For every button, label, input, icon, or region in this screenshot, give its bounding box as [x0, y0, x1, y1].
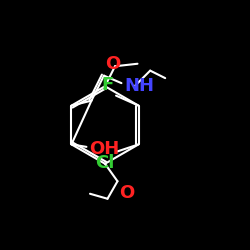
Text: Cl: Cl	[96, 154, 115, 172]
Text: O: O	[119, 184, 134, 202]
Text: NH: NH	[124, 76, 154, 94]
Text: F: F	[101, 76, 114, 94]
Text: O: O	[105, 55, 120, 72]
Text: OH: OH	[89, 140, 119, 158]
